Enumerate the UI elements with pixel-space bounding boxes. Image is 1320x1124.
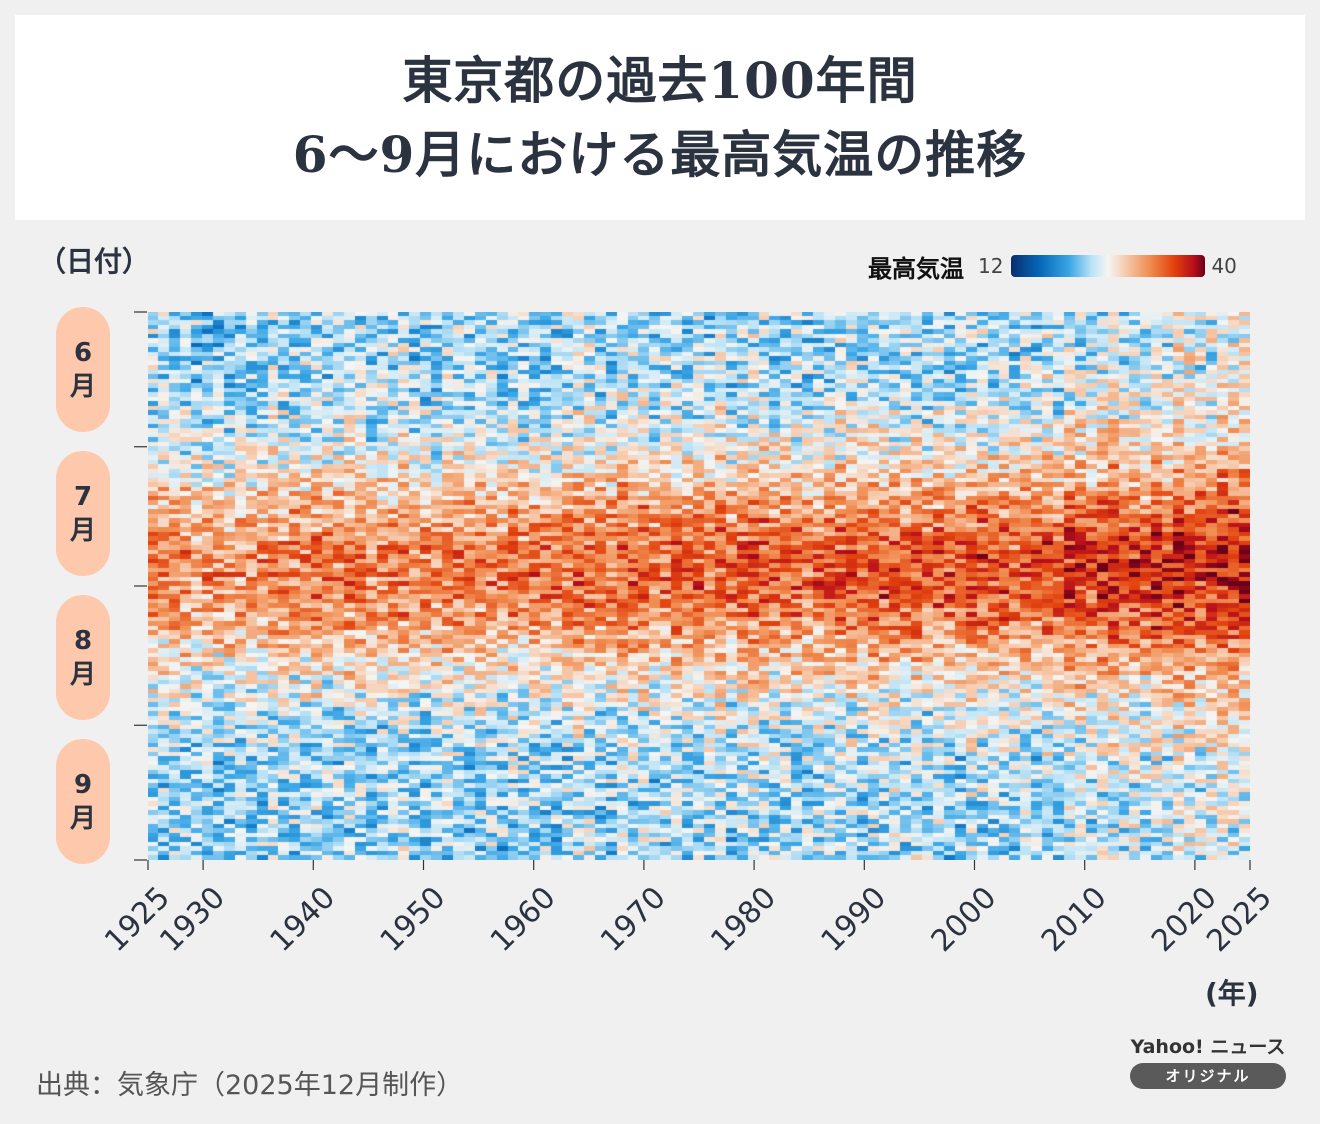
legend-max-label: 40: [1211, 254, 1237, 278]
month-label-june: 6 月: [56, 307, 110, 432]
x-tick-label-2000: 2000: [925, 880, 1004, 959]
legend-title: 最高気温: [868, 254, 964, 283]
month-number: 6: [73, 337, 93, 368]
legend-color-bar: [1011, 255, 1206, 277]
month-number: 9: [73, 769, 93, 800]
month-label-september: 9 月: [56, 739, 110, 864]
brand-name: Yahoo! ニュース: [1130, 1036, 1286, 1058]
x-tick-label-1950: 1950: [374, 880, 453, 959]
x-tick-label-2025: 2025: [1200, 880, 1279, 959]
chart-title-line2: 6～9月における最高気温の推移: [292, 124, 1028, 184]
x-tick-label-1960: 1960: [484, 880, 563, 959]
brand-badge: オリジナル: [1130, 1063, 1286, 1089]
month-kanji: 月: [69, 659, 96, 690]
chart-title-line1: 東京都の過去100年間: [402, 50, 918, 110]
month-label-august: 8 月: [56, 595, 110, 720]
month-kanji: 月: [69, 371, 96, 402]
color-legend: 最高気温 12 40: [868, 248, 1237, 284]
heatmap-plot-area: [148, 312, 1250, 860]
x-tick-label-1980: 1980: [704, 880, 783, 959]
source-note: 出典：気象庁（2025年12月制作）: [36, 1070, 464, 1101]
month-kanji: 月: [69, 515, 96, 546]
x-tick-label-2010: 2010: [1035, 880, 1114, 959]
month-number: 8: [73, 625, 93, 656]
month-label-july: 7 月: [56, 451, 110, 576]
month-kanji: 月: [69, 803, 96, 834]
x-axis-label: (年): [1205, 977, 1259, 1010]
x-tick-label-1930: 1930: [153, 880, 232, 959]
title-box: 東京都の過去100年間 6～9月における最高気温の推移: [15, 15, 1305, 220]
x-tick-label-1990: 1990: [814, 880, 893, 959]
x-tick-label-1940: 1940: [263, 880, 342, 959]
brand-logo: Yahoo! ニュース オリジナル: [1130, 1032, 1286, 1089]
y-axis-label: （日付）: [38, 245, 151, 278]
month-number: 7: [73, 481, 93, 512]
legend-min-label: 12: [978, 254, 1004, 278]
x-tick-label-1970: 1970: [594, 880, 673, 959]
